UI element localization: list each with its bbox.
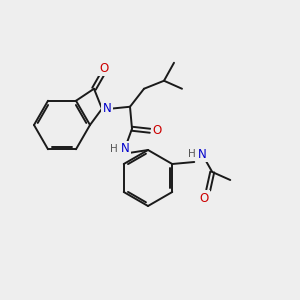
Text: N: N [103,102,111,115]
Text: O: O [99,62,109,75]
Text: N: N [121,142,129,155]
Text: H: H [188,149,196,159]
Text: O: O [200,191,209,205]
Text: O: O [152,124,162,137]
Text: H: H [110,144,118,154]
Text: N: N [198,148,207,160]
